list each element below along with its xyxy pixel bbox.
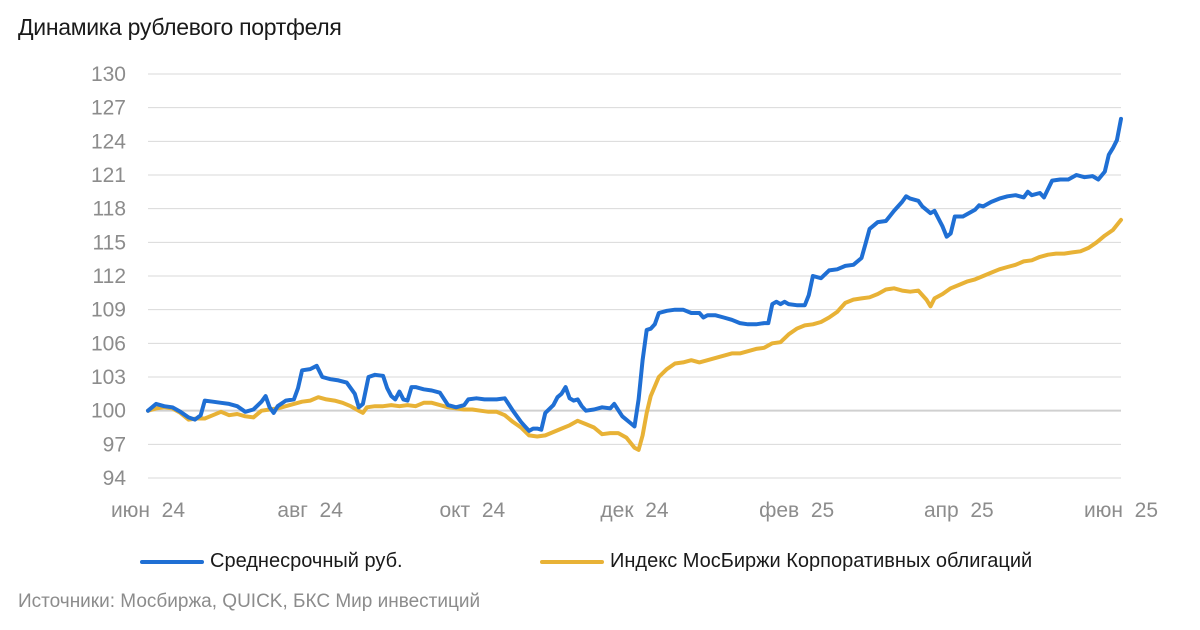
series-line-medium-term [146,116,1123,433]
grid-lines [148,73,1121,479]
y-tick-label: 127 [91,97,126,120]
x-tick-label: июн 25 [1084,499,1158,522]
y-tick-label: 109 [91,299,126,322]
y-tick-label: 94 [103,467,127,490]
x-tick-label: фев 25 [759,499,834,522]
x-axis-ticks: июн 24 авг 24 окт 24 дек 24 фев 25 апр 25 июн … [111,499,1158,522]
y-tick-label: 115 [93,231,126,254]
legend-swatch-blue [140,559,204,564]
y-tick-label: 106 [91,332,126,355]
legend: Среднесрочный руб. Индекс МосБиржи Корпо… [0,550,1200,580]
legend-label-corp-bond-index: Индекс МосБиржи Корпоративных облигаций [610,550,1033,572]
source-note: Источники: Мосбиржа, QUICK, БКС Мир инве… [18,591,481,612]
legend-swatch-gold [540,559,604,564]
y-tick-label: 130 [91,63,126,86]
y-axis-ticks: 94 97 100 103 106 109 112 115 118 121 124 127 130 [91,63,126,490]
x-tick-label: июн 24 [111,499,185,522]
y-tick-label: 118 [93,198,126,221]
x-tick-label: апр 25 [924,499,994,522]
x-tick-label: окт 24 [439,499,505,522]
series-lines [146,116,1123,452]
y-tick-label: 100 [91,400,126,423]
y-tick-label: 121 [91,164,126,187]
legend-item-medium-term: Среднесрочный руб. [140,550,403,573]
legend-item-corp-bond-index: Индекс МосБиржи Корпоративных облигаций [540,550,1032,573]
y-tick-label: 124 [91,130,126,153]
legend-label-medium-term: Среднесрочный руб. [210,550,403,572]
y-tick-label: 103 [91,366,126,389]
y-tick-label: 112 [93,265,126,288]
chart-title: Динамика рублевого портфеля [18,14,342,40]
series-line-corp-bond-index [146,217,1123,452]
y-tick-label: 97 [103,433,126,456]
x-tick-label: авг 24 [277,499,343,522]
x-tick-label: дек 24 [600,499,668,522]
